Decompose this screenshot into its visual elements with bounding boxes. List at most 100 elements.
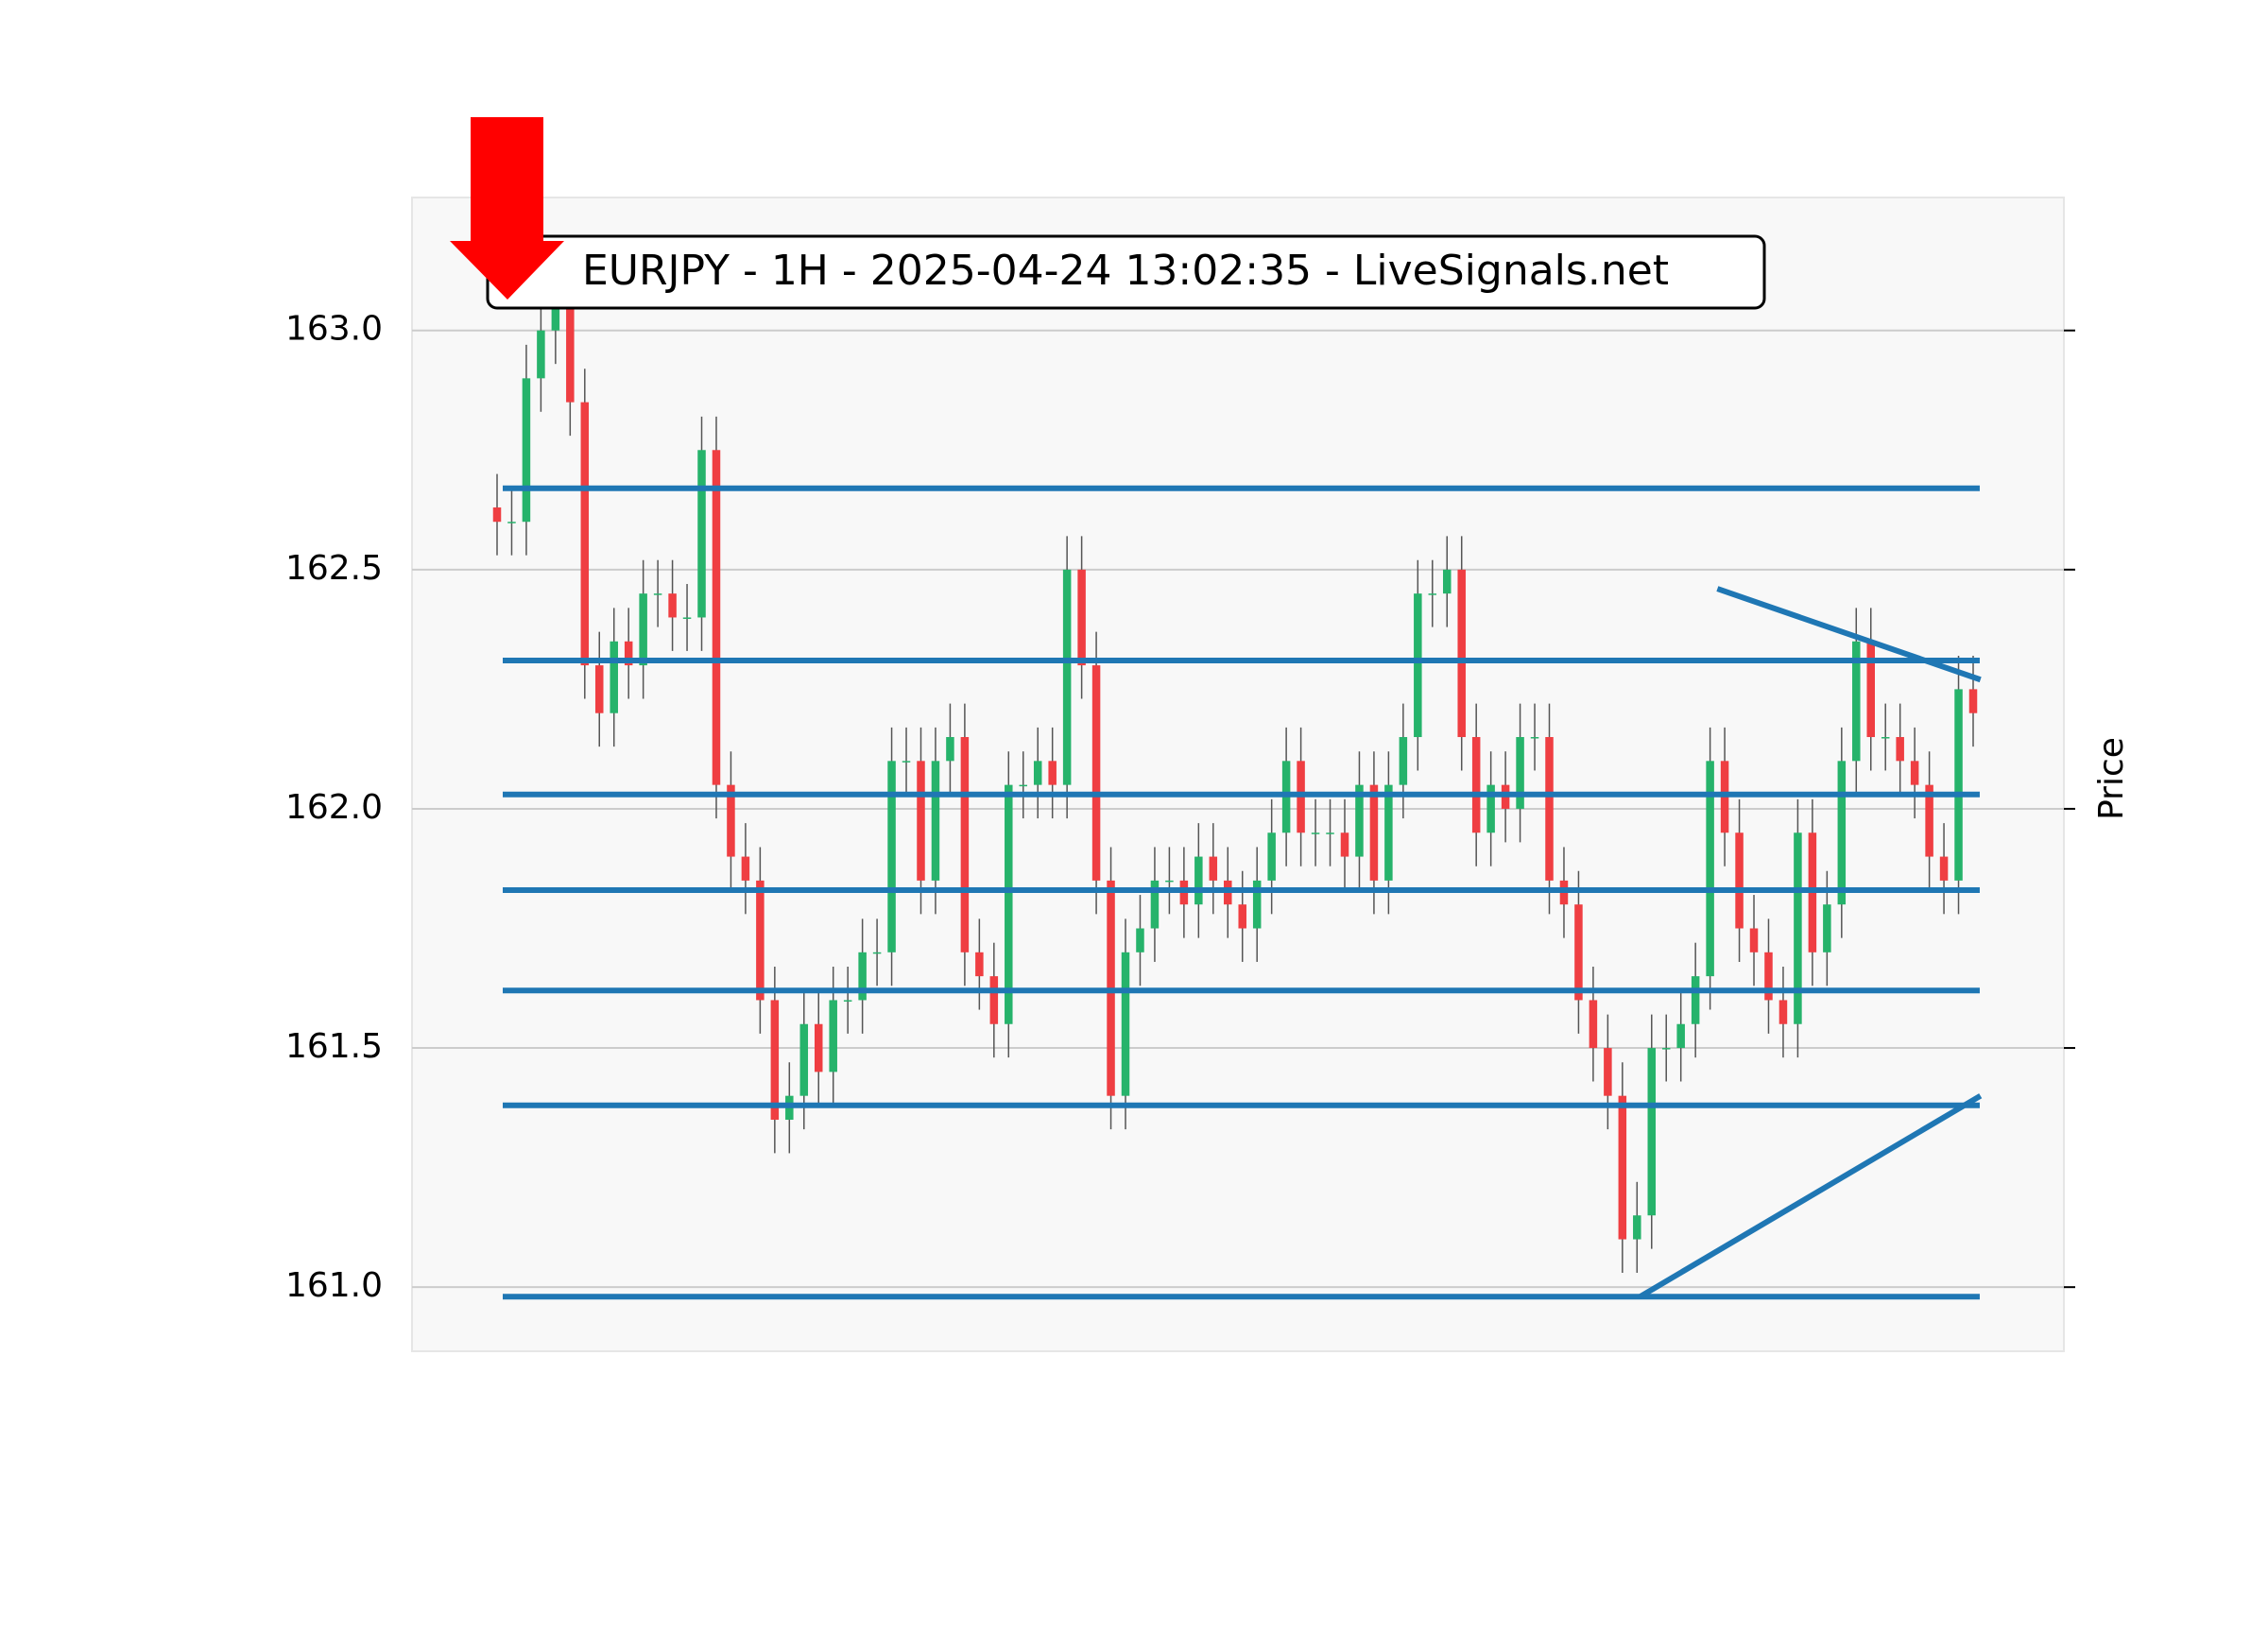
candle-body	[1794, 832, 1802, 1024]
candle-body	[639, 593, 647, 666]
candle-body	[1165, 880, 1174, 883]
candle-body	[1516, 737, 1524, 809]
candle-body	[624, 641, 633, 666]
candle-body	[1618, 1095, 1627, 1240]
candle-body	[1749, 928, 1759, 952]
candle-body	[858, 952, 867, 1001]
candle-body	[1340, 832, 1349, 857]
candle-body	[1852, 641, 1861, 762]
candle-body	[872, 952, 882, 954]
candle-body	[1150, 880, 1160, 929]
candle-body	[814, 1023, 823, 1072]
arrow-head	[450, 241, 564, 300]
candle-body	[989, 976, 999, 1024]
candle-body	[1311, 832, 1320, 834]
arrow-shaft	[471, 117, 543, 242]
candle-body	[1764, 952, 1773, 1001]
candle-body	[1471, 737, 1481, 833]
candle-body	[1530, 737, 1539, 739]
candle-body	[653, 593, 662, 595]
candle-body	[1019, 784, 1028, 787]
candle-body	[902, 761, 911, 763]
candle-body	[712, 450, 721, 785]
candle-body	[946, 737, 954, 762]
candle-body	[887, 761, 896, 952]
candle-body	[1837, 761, 1847, 905]
red-arrow	[450, 117, 564, 300]
candle-body	[1267, 832, 1276, 881]
candle-body	[1048, 761, 1057, 785]
candle-body	[975, 952, 984, 977]
trend-line	[1638, 1093, 1983, 1299]
candle-body	[1661, 1048, 1671, 1050]
candle-body	[917, 761, 925, 881]
candle-body	[1706, 761, 1714, 977]
trend-line	[1716, 586, 1982, 683]
candle-body	[1121, 952, 1130, 1096]
candle-body	[1633, 1215, 1641, 1240]
candle-body	[727, 784, 735, 857]
candle-body	[1968, 689, 1978, 713]
candle-body	[697, 450, 706, 618]
candle-body	[1545, 737, 1554, 881]
candle-body	[1574, 904, 1583, 1001]
candle-body	[1062, 569, 1072, 785]
candle-body	[1033, 761, 1042, 785]
candle-body	[1428, 593, 1437, 595]
candle-body	[1209, 856, 1218, 881]
candle-body	[741, 856, 750, 881]
candle-body	[1136, 928, 1144, 952]
candle-body	[1866, 641, 1875, 738]
candle-body	[537, 330, 545, 379]
candle-body	[931, 761, 940, 881]
candle-body	[1691, 976, 1700, 1024]
candle-body	[1896, 737, 1904, 762]
y-tick-label: 163.0	[285, 310, 383, 349]
candle-body	[566, 306, 575, 403]
candle-body	[1355, 784, 1364, 857]
candle-body	[1925, 784, 1933, 857]
candle-body	[1194, 856, 1203, 905]
candle-body	[1486, 784, 1495, 833]
candle-body	[1647, 1048, 1657, 1216]
candle-body	[1384, 784, 1393, 881]
candle-body	[770, 1000, 780, 1120]
candle-body	[522, 378, 531, 523]
y-tick-label: 162.0	[285, 788, 383, 827]
y-axis-label: Price	[2092, 737, 2131, 820]
candle-body	[1823, 904, 1831, 952]
plot	[492, 272, 1983, 1300]
candle-body	[1005, 784, 1013, 1024]
candle-body	[1414, 593, 1422, 738]
candle-body	[507, 522, 516, 523]
candle-body	[1442, 569, 1452, 594]
candle-body	[1881, 737, 1890, 739]
candle-body	[1091, 665, 1101, 881]
candle-body	[595, 665, 604, 713]
candle-body	[682, 617, 692, 619]
candle-body	[843, 1000, 852, 1002]
candle-body	[756, 880, 765, 1001]
candle-body	[1457, 569, 1466, 738]
candle-body	[610, 641, 618, 713]
candle-body	[1589, 1000, 1598, 1049]
y-tick-label: 161.0	[285, 1266, 383, 1305]
candle-body	[1604, 1048, 1612, 1096]
candle-body	[1077, 569, 1086, 666]
candle-body	[829, 1000, 837, 1072]
candle-body	[960, 737, 970, 952]
candle-body	[1326, 832, 1334, 834]
candle-body	[1735, 832, 1744, 929]
y-tick-label: 162.5	[285, 549, 383, 588]
candle-body	[492, 507, 502, 523]
candle-body	[1252, 880, 1262, 929]
candle-body	[799, 1023, 809, 1096]
candle-body	[1399, 737, 1408, 785]
grid: 161.0 161.5 162.0 162.5 163.0	[285, 310, 2075, 1305]
candle-body	[1238, 904, 1246, 929]
chart-title: EURJPY - 1H - 2025-04-24 13:02:35 - Live…	[582, 247, 1669, 295]
plot-area	[411, 197, 2065, 1352]
candle-body	[551, 306, 560, 331]
candle-body	[580, 402, 590, 666]
